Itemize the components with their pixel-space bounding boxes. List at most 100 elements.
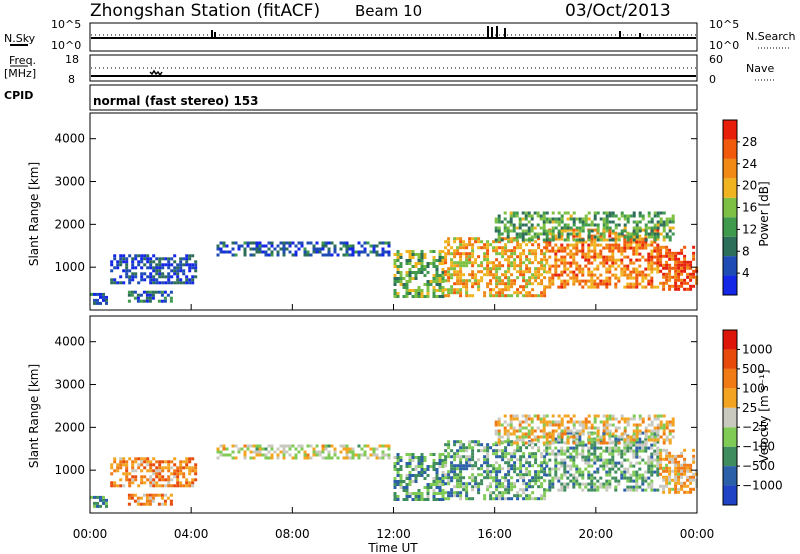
power-cell-4 [396, 292, 400, 295]
power-cell-6 [569, 264, 573, 268]
velocity-cell-7 [683, 457, 687, 461]
velocity-cell-6 [635, 473, 639, 477]
velocity-cell-8 [599, 435, 603, 439]
velocity-cell-8 [593, 417, 597, 421]
power-cell-5 [444, 255, 448, 259]
velocity-cell-3 [303, 450, 307, 454]
velocity-cell-5 [456, 485, 460, 489]
power-cell-4 [438, 277, 442, 280]
velocity-cell-5 [531, 455, 535, 459]
velocity-cell-3 [270, 453, 274, 457]
power-cell-6 [554, 234, 558, 238]
power-cell-6 [644, 240, 648, 244]
nsearch-tick-bottom: 10^0 [709, 39, 739, 52]
power-cell-4 [435, 274, 439, 277]
velocity-cell-8 [497, 417, 501, 421]
velocity-cell-2 [125, 472, 129, 476]
power-cell-6 [653, 267, 657, 271]
power-cell-7 [668, 272, 672, 276]
power-cell-5 [471, 282, 475, 286]
power-cell-7 [680, 284, 684, 288]
velocity-cell-6 [599, 464, 603, 468]
power-cell-8 [605, 238, 609, 242]
velocity-cell-6 [623, 467, 627, 471]
velocity-cell-5 [498, 467, 502, 471]
velocity-cell-4 [441, 480, 445, 483]
power-cell-2 [134, 275, 138, 279]
power-cell-0 [102, 298, 105, 302]
power-cell-6 [635, 237, 639, 241]
velocity-cell-8 [542, 420, 546, 424]
power-cell-1 [127, 293, 131, 297]
power-cell-8 [530, 235, 534, 239]
power-cell-2 [167, 281, 171, 285]
power-cell-6 [557, 276, 561, 280]
velocity-cell-8 [515, 438, 519, 442]
velocity-cell-7 [680, 469, 684, 473]
power-cell-6 [626, 267, 630, 271]
velocity-cell-6 [596, 434, 600, 438]
power-cell-7 [665, 251, 669, 255]
velocity-cell-2 [149, 481, 153, 485]
power-cell-6 [560, 261, 564, 265]
power-cell-4 [414, 292, 418, 295]
power-cell-8 [587, 235, 591, 239]
power-cell-5 [459, 264, 463, 268]
power-cell-2 [134, 272, 138, 276]
power-cell-5 [462, 285, 466, 289]
power-cell-3 [294, 250, 298, 254]
velocity-cell-6 [572, 464, 576, 468]
velocity-cell-5 [465, 491, 469, 495]
velocity-cell-4 [423, 477, 427, 480]
velocity-cell-5 [504, 491, 508, 495]
power-cell-6 [620, 246, 624, 250]
velocity-cell-7 [665, 454, 669, 458]
velocity-cell-6 [638, 437, 642, 441]
power-cell-8 [494, 217, 498, 221]
power-cell-6 [581, 252, 585, 256]
power-cell-3 [243, 241, 247, 245]
power-cell-5 [465, 252, 469, 256]
velocity-cell-6 [623, 443, 627, 447]
power-cell-5 [498, 240, 502, 244]
power-cell-5 [498, 288, 502, 292]
power-cell-6 [578, 240, 582, 244]
power-cell-5 [537, 267, 541, 271]
velocity-cell-8 [593, 426, 597, 430]
power-cell-2 [125, 275, 129, 279]
power-cell-2 [110, 269, 114, 273]
velocity-cell-6 [569, 464, 573, 468]
velocity-cell-6 [578, 443, 582, 447]
velocity-cell-7 [692, 487, 696, 491]
power-cell-6 [602, 261, 606, 265]
velocity-cell-5 [453, 485, 457, 489]
power-cell-5 [498, 252, 502, 256]
power-cell-2 [155, 272, 159, 276]
velocity-cell-8 [653, 429, 657, 433]
velocity-cell-0 [99, 504, 102, 508]
velocity-cell-5 [537, 449, 541, 453]
velocity-cell-4 [393, 468, 397, 471]
power-cell-6 [596, 243, 600, 247]
power-cell-7 [674, 287, 678, 291]
velocity-cell-6 [653, 470, 657, 474]
velocity-cell-5 [465, 449, 469, 453]
velocity-cell-5 [447, 491, 451, 495]
power-cell-2 [191, 266, 195, 270]
velocity-cell-6 [638, 476, 642, 480]
power-cell-6 [608, 255, 612, 259]
power-cell-6 [557, 273, 561, 277]
velocity-cell-5 [528, 494, 532, 498]
power-colorbar-swatch-2 [723, 236, 737, 257]
velocity-cell-8 [518, 435, 522, 439]
power-cell-5 [507, 285, 511, 289]
power-cell-5 [540, 258, 544, 262]
power-cell-7 [674, 254, 678, 258]
velocity-cell-5 [486, 488, 490, 492]
velocity-cell-2 [122, 460, 126, 464]
velocity-cell-8 [584, 417, 588, 421]
velocity-cell-7 [674, 469, 678, 473]
velocity-cell-5 [489, 482, 493, 486]
power-cell-2 [149, 257, 153, 261]
power-cell-8 [611, 211, 615, 215]
